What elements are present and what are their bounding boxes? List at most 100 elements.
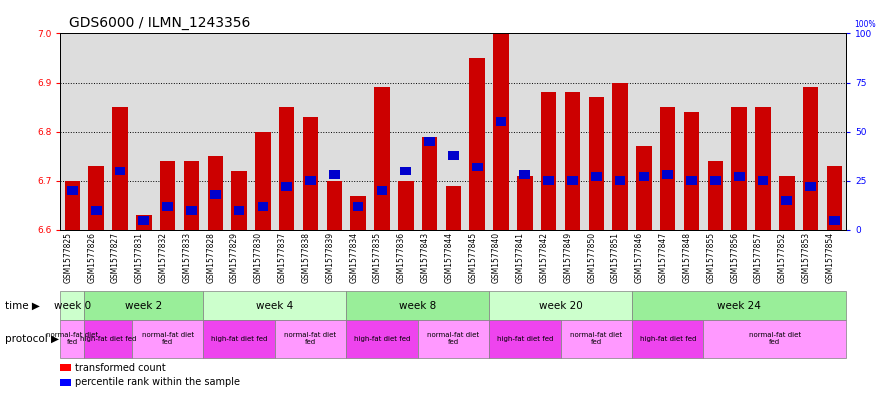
Bar <box>565 92 581 230</box>
Bar <box>448 151 459 160</box>
Text: GSM1577844: GSM1577844 <box>444 232 453 283</box>
Text: GSM1577856: GSM1577856 <box>730 232 739 283</box>
Bar <box>234 206 244 215</box>
Bar <box>231 171 247 230</box>
Bar <box>803 88 819 230</box>
Text: normal-fat diet
fed: normal-fat diet fed <box>46 332 99 345</box>
Text: GSM1577836: GSM1577836 <box>396 232 405 283</box>
Text: GSM1577827: GSM1577827 <box>111 232 120 283</box>
Text: GSM1577852: GSM1577852 <box>778 232 787 283</box>
Text: 100%: 100% <box>854 20 876 29</box>
Bar <box>684 112 700 230</box>
Bar <box>305 176 316 185</box>
Bar <box>781 196 792 205</box>
Bar <box>541 92 557 230</box>
Bar <box>638 173 649 181</box>
Bar <box>184 161 199 230</box>
Bar <box>445 185 461 230</box>
Text: GSM1577849: GSM1577849 <box>564 232 573 283</box>
Bar <box>281 182 292 191</box>
Bar <box>614 176 626 185</box>
Text: high-fat diet fed: high-fat diet fed <box>354 336 410 342</box>
Text: normal-fat diet
fed: normal-fat diet fed <box>141 332 194 345</box>
Text: week 0: week 0 <box>54 301 91 310</box>
Text: GSM1577838: GSM1577838 <box>301 232 310 283</box>
Text: high-fat diet fed: high-fat diet fed <box>80 336 136 342</box>
Text: GSM1577826: GSM1577826 <box>87 232 96 283</box>
Text: GSM1577846: GSM1577846 <box>635 232 644 283</box>
Text: GSM1577843: GSM1577843 <box>420 232 429 283</box>
Text: normal-fat diet
fed: normal-fat diet fed <box>284 332 337 345</box>
Bar <box>400 167 411 175</box>
Text: week 2: week 2 <box>125 301 163 310</box>
Bar <box>186 206 196 215</box>
Bar <box>757 176 768 185</box>
Text: normal-fat diet
fed: normal-fat diet fed <box>428 332 479 345</box>
Text: GSM1577837: GSM1577837 <box>277 232 286 283</box>
Text: GSM1577840: GSM1577840 <box>492 232 501 283</box>
Bar <box>591 173 602 181</box>
Text: GSM1577830: GSM1577830 <box>254 232 263 283</box>
Bar <box>326 181 342 230</box>
Text: GSM1577839: GSM1577839 <box>325 232 334 283</box>
Bar <box>827 166 842 230</box>
Bar <box>91 206 101 215</box>
Bar <box>567 176 578 185</box>
Bar <box>805 182 816 191</box>
Text: GSM1577833: GSM1577833 <box>182 232 191 283</box>
Bar <box>733 173 744 181</box>
Bar <box>637 147 652 230</box>
Text: GSM1577853: GSM1577853 <box>802 232 811 283</box>
Bar <box>732 107 747 230</box>
Text: transformed count: transformed count <box>75 363 165 373</box>
Text: GSM1577835: GSM1577835 <box>373 232 382 283</box>
Text: high-fat diet fed: high-fat diet fed <box>211 336 268 342</box>
Text: week 4: week 4 <box>256 301 293 310</box>
Bar <box>398 181 413 230</box>
Bar <box>424 137 435 146</box>
Bar <box>519 171 530 179</box>
Bar <box>88 166 104 230</box>
Text: week 8: week 8 <box>399 301 436 310</box>
Text: GDS6000 / ILMN_1243356: GDS6000 / ILMN_1243356 <box>69 16 251 30</box>
Bar <box>662 171 673 179</box>
Bar <box>258 202 268 211</box>
Bar <box>543 176 554 185</box>
Bar <box>207 156 223 230</box>
Text: GSM1577831: GSM1577831 <box>135 232 144 283</box>
Bar <box>67 186 77 195</box>
Text: GSM1577829: GSM1577829 <box>230 232 239 283</box>
Text: GSM1577841: GSM1577841 <box>516 232 525 283</box>
Text: week 20: week 20 <box>539 301 582 310</box>
Text: normal-fat diet
fed: normal-fat diet fed <box>570 332 622 345</box>
Text: GSM1577850: GSM1577850 <box>588 232 597 283</box>
Bar <box>353 202 364 211</box>
Text: GSM1577825: GSM1577825 <box>63 232 72 283</box>
Bar <box>493 33 509 230</box>
Bar <box>613 83 628 230</box>
Text: GSM1577857: GSM1577857 <box>754 232 763 283</box>
Text: week 24: week 24 <box>717 301 761 310</box>
Text: GSM1577832: GSM1577832 <box>158 232 168 283</box>
Text: protocol ▶: protocol ▶ <box>5 334 60 344</box>
Bar <box>160 161 175 230</box>
Bar <box>329 171 340 179</box>
Bar <box>779 176 795 230</box>
Bar <box>710 176 721 185</box>
Bar <box>112 107 128 230</box>
Text: GSM1577845: GSM1577845 <box>469 232 477 283</box>
Bar <box>255 132 270 230</box>
Text: GSM1577834: GSM1577834 <box>349 232 358 283</box>
Text: GSM1577855: GSM1577855 <box>707 232 716 283</box>
Text: GSM1577848: GSM1577848 <box>683 232 692 283</box>
Bar <box>708 161 723 230</box>
Text: high-fat diet fed: high-fat diet fed <box>497 336 553 342</box>
Bar <box>472 163 483 171</box>
Bar <box>377 186 388 195</box>
Text: high-fat diet fed: high-fat diet fed <box>639 336 696 342</box>
Bar <box>115 167 125 175</box>
Bar <box>350 196 366 230</box>
Bar <box>65 181 80 230</box>
Bar <box>686 176 697 185</box>
Text: GSM1577842: GSM1577842 <box>540 232 549 283</box>
